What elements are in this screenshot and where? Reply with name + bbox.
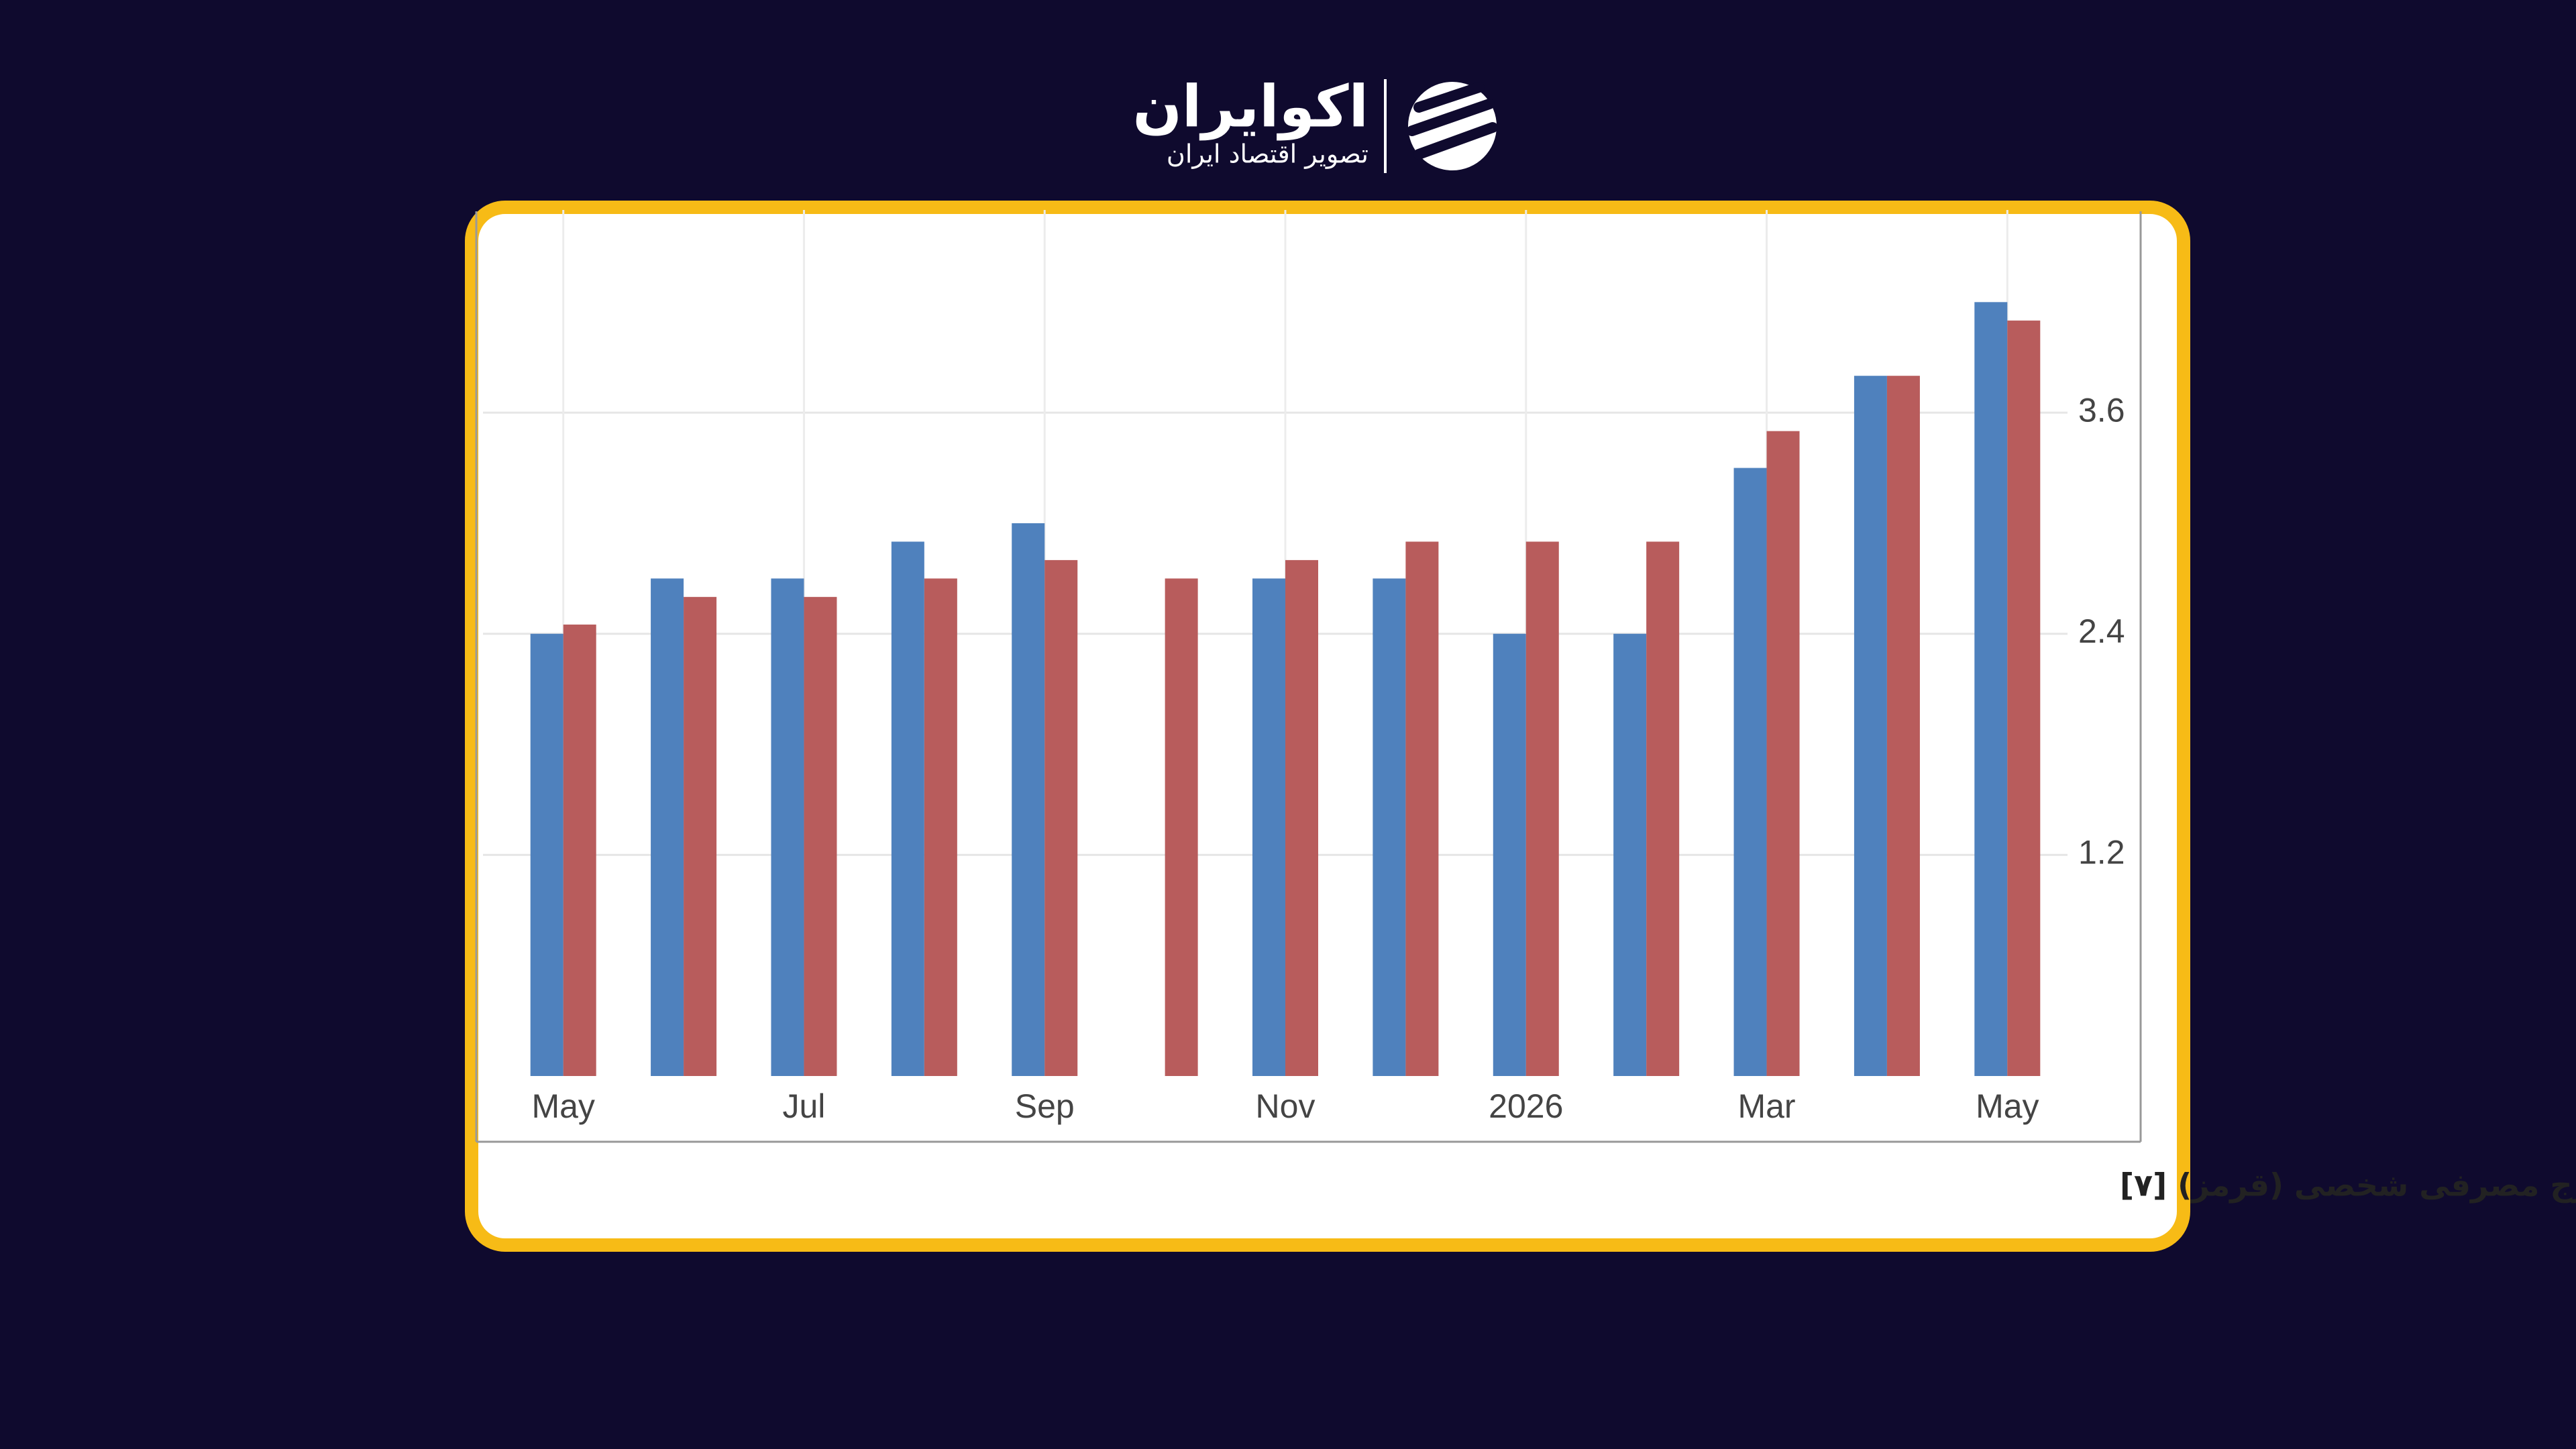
bar [1405, 541, 1439, 1076]
bar [1854, 376, 1887, 1076]
caption: شکل ۶. نمودار تورم نقطه‌به‌نقطه آمریکا ب… [2120, 1167, 2576, 1203]
bar [1252, 578, 1285, 1076]
bar [771, 578, 804, 1076]
x-tick-label: May [531, 1087, 594, 1125]
bar [891, 541, 924, 1076]
x-tick-label: Mar [1737, 1087, 1795, 1125]
bar [2007, 320, 2041, 1077]
bar [1646, 541, 1680, 1076]
bar [1044, 559, 1078, 1076]
card [465, 201, 2190, 1252]
x-tick-label: Nov [1256, 1087, 1316, 1125]
bar [1733, 468, 1767, 1076]
plot: 1.2 2.4 3.6 May Jul Sep Nov 2026 Mar May [483, 210, 2125, 1125]
bar [1525, 541, 1559, 1076]
bar [804, 596, 837, 1076]
x-tick-label: Jul [783, 1087, 826, 1125]
bar [1373, 578, 1406, 1076]
bar [1766, 431, 1800, 1076]
logo: اکوایران تصویر اقتصاد ایران [1132, 73, 1498, 173]
bar [1493, 633, 1526, 1076]
bar [530, 633, 564, 1076]
bar [1613, 633, 1647, 1076]
logo-icon-stripes [1407, 82, 1498, 160]
x-tick-label: May [1976, 1087, 2039, 1125]
y-tick-label: 2.4 [2078, 612, 2125, 650]
x-tick-label: Sep [1015, 1087, 1075, 1125]
bar [563, 625, 596, 1076]
bar [684, 596, 717, 1076]
bar [1165, 578, 1198, 1076]
y-tick-label: 3.6 [2078, 391, 2125, 429]
y-tick-label: 1.2 [2078, 834, 2125, 871]
bar [924, 578, 957, 1076]
logo-name: اکوایران [1132, 73, 1368, 140]
bar [651, 578, 684, 1076]
bar [1974, 302, 2008, 1076]
bar [1886, 376, 1920, 1076]
bar [1285, 559, 1318, 1076]
x-tick-label: 2026 [1489, 1087, 1563, 1125]
bar [1012, 523, 1045, 1076]
logo-tagline: تصویر اقتصاد ایران [1167, 140, 1368, 170]
